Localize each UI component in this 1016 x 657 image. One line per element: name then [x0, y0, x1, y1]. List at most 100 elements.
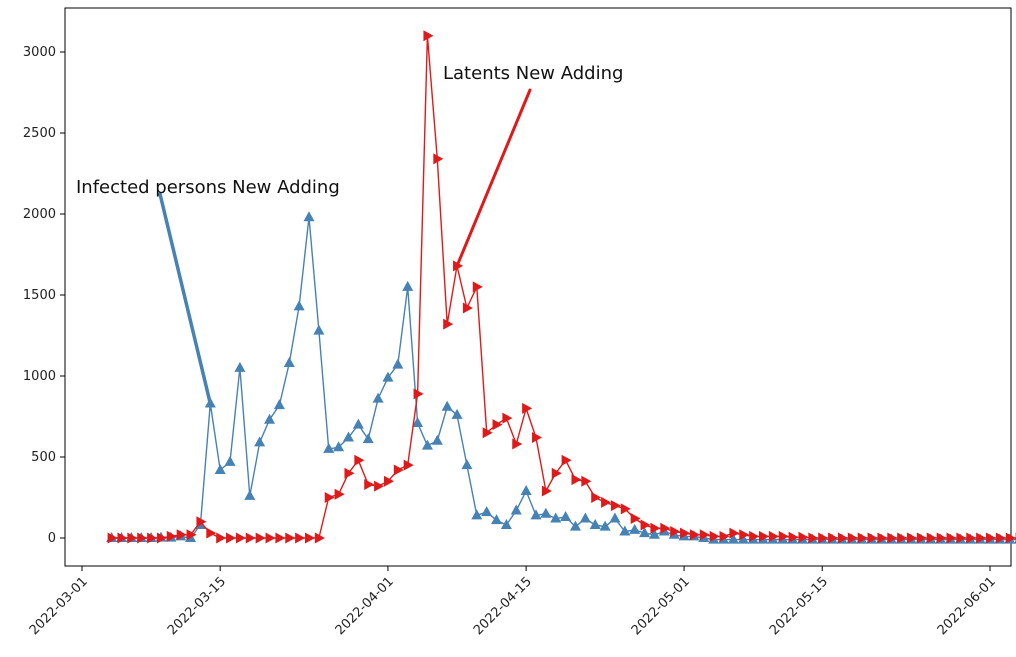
data-point — [670, 526, 681, 538]
data-point — [857, 532, 868, 544]
data-point — [976, 532, 987, 544]
data-point — [293, 300, 305, 311]
data-point — [443, 318, 454, 330]
data-point — [907, 532, 918, 544]
data-point — [818, 532, 829, 544]
data-point — [382, 371, 394, 382]
data-point — [759, 530, 769, 542]
data-point — [491, 514, 503, 525]
data-point — [295, 532, 306, 544]
y-tick-label: 2500 — [23, 126, 56, 141]
data-point — [956, 532, 967, 544]
x-tick-label: 2022-03-01 — [27, 574, 91, 638]
data-point — [601, 496, 612, 508]
data-point — [412, 416, 424, 427]
data-point — [166, 530, 177, 542]
data-point — [660, 522, 671, 534]
data-point — [788, 531, 799, 543]
data-point — [699, 529, 710, 541]
data-point — [629, 523, 641, 534]
data-point — [431, 434, 443, 445]
data-point — [650, 522, 661, 534]
data-point — [451, 408, 463, 419]
data-point — [877, 532, 888, 544]
data-point — [540, 507, 552, 518]
data-point — [727, 533, 739, 544]
x-tick-label: 2022-05-15 — [767, 574, 831, 638]
data-point — [206, 527, 217, 539]
data-point — [680, 527, 691, 539]
data-point — [640, 519, 651, 531]
data-point — [512, 438, 523, 450]
data-point — [462, 302, 473, 314]
data-point — [323, 442, 335, 453]
data-point — [275, 532, 286, 544]
data-point — [581, 475, 592, 487]
data-point — [234, 361, 246, 372]
data-point — [265, 532, 276, 544]
data-point — [620, 503, 631, 515]
data-point — [541, 485, 552, 497]
data-point — [147, 532, 158, 544]
data-point — [749, 530, 760, 542]
data-point — [137, 532, 148, 544]
data-point — [502, 412, 513, 424]
data-point — [1005, 532, 1016, 544]
data-point — [362, 433, 374, 444]
data-point — [354, 454, 365, 466]
y-tick-label: 0 — [48, 531, 56, 546]
data-point — [571, 474, 582, 486]
x-tick-label: 2022-04-15 — [471, 574, 535, 638]
data-point — [342, 431, 354, 442]
data-point — [461, 459, 473, 470]
data-point — [176, 529, 187, 541]
data-point — [441, 400, 453, 411]
data-point — [383, 475, 394, 487]
data-point — [413, 388, 424, 400]
data-point — [589, 519, 601, 530]
data-point — [778, 530, 789, 542]
y-axis: 0 500 1000 1500 2000 2500 3000 — [23, 45, 65, 546]
data-point — [689, 529, 700, 541]
data-point — [472, 281, 483, 293]
data-point — [226, 532, 237, 544]
data-point — [532, 432, 542, 444]
data-point — [729, 527, 740, 539]
data-point — [609, 512, 621, 523]
data-point — [897, 532, 908, 544]
data-point — [224, 455, 236, 466]
data-point — [285, 532, 296, 544]
data-point — [214, 463, 226, 474]
data-point — [127, 532, 138, 544]
data-point — [510, 504, 522, 515]
data-point — [522, 402, 533, 414]
data-point — [610, 500, 621, 512]
series-layer — [106, 30, 1016, 544]
data-point — [117, 532, 128, 544]
data-point — [719, 530, 730, 542]
plot-frame — [64, 7, 1012, 567]
data-point — [995, 532, 1006, 544]
data-point — [255, 532, 266, 544]
data-point — [936, 532, 947, 544]
data-point — [374, 480, 385, 492]
data-point — [530, 509, 542, 520]
data-point — [334, 488, 345, 500]
data-point — [264, 413, 276, 424]
data-point — [520, 485, 532, 496]
data-point — [402, 280, 414, 291]
data-point — [808, 532, 819, 544]
data-point — [926, 532, 937, 544]
series-1 — [107, 30, 1016, 544]
data-point — [768, 530, 779, 542]
data-point — [333, 441, 345, 452]
data-point — [867, 532, 878, 544]
data-point — [481, 506, 493, 517]
data-point — [482, 427, 493, 439]
data-point — [599, 520, 611, 531]
data-point — [186, 529, 197, 541]
data-point — [403, 459, 414, 471]
data-point — [324, 492, 335, 503]
data-point — [630, 513, 641, 525]
data-point — [196, 516, 207, 528]
